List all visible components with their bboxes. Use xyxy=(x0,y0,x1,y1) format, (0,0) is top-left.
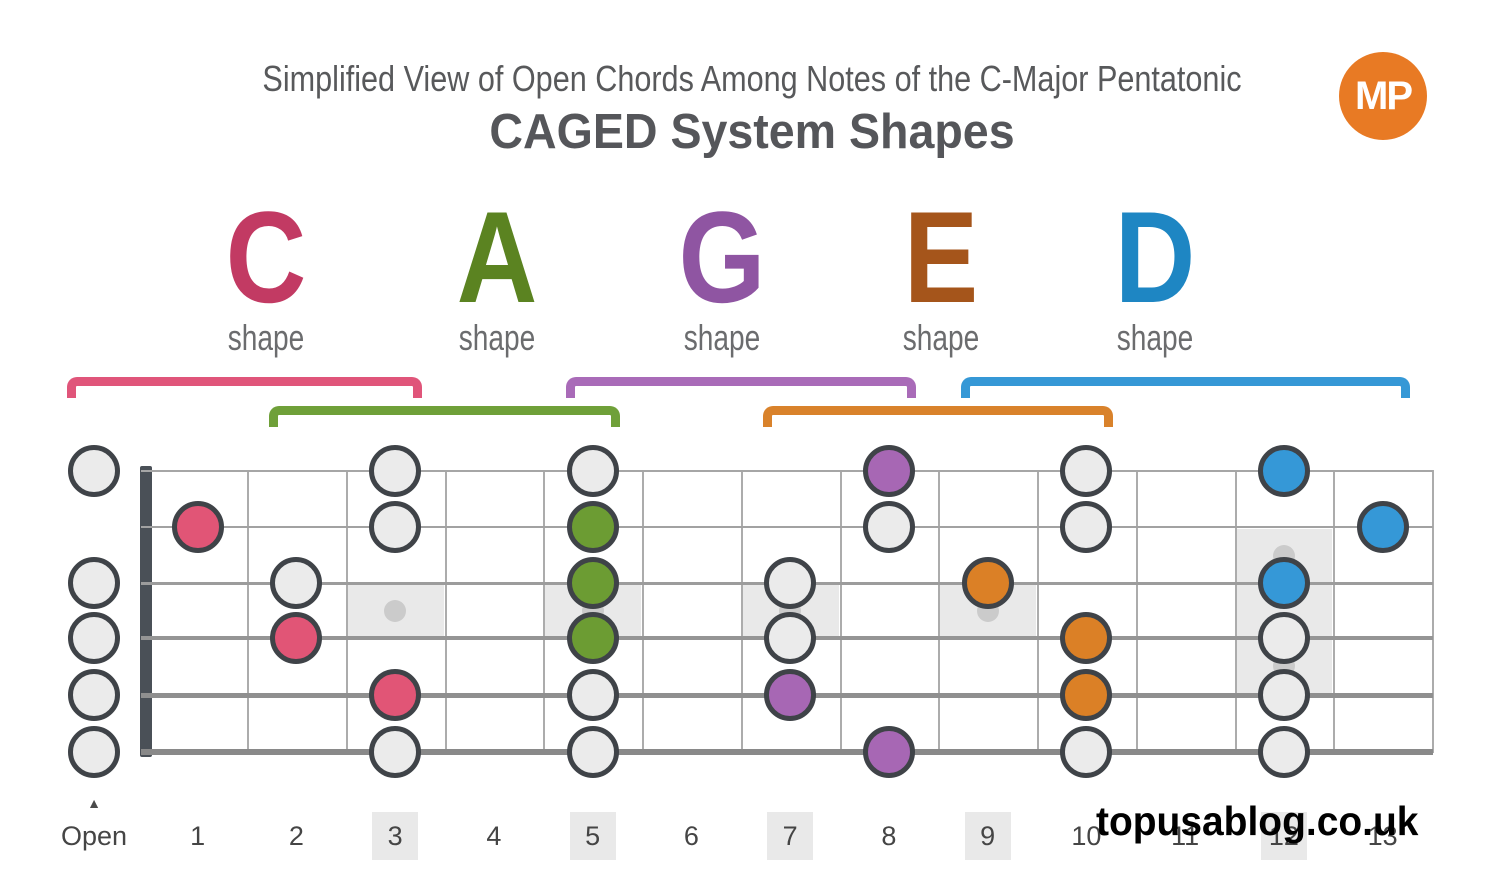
note-dot-fret5-string6 xyxy=(566,726,619,778)
fret-wire-9 xyxy=(1037,470,1039,753)
note-dot-fret10-string1 xyxy=(1060,445,1113,497)
note-dot-fret7-string3 xyxy=(764,557,817,609)
note-dot-fret7-string4 xyxy=(764,612,817,664)
note-dot-fret12-string4 xyxy=(1257,612,1310,664)
fret-5-label-highlight xyxy=(569,812,616,860)
shape-letter-d: D xyxy=(1114,184,1196,330)
fret-label-7: 7 xyxy=(782,821,798,851)
string-6 xyxy=(141,749,1433,755)
note-dot-fret7-string5 xyxy=(764,669,817,721)
fret-label-open: Open xyxy=(60,821,128,851)
fret-wire-11 xyxy=(1234,470,1237,753)
shape-letter-e: E xyxy=(903,184,979,330)
fret-9-label-highlight xyxy=(964,812,1011,860)
note-dot-open-string6 xyxy=(68,726,120,778)
fret-label-2: 2 xyxy=(288,821,304,851)
note-dot-fret12-string5 xyxy=(1257,669,1310,721)
note-dot-fret2-string4 xyxy=(270,612,323,664)
shape-label-e: shape xyxy=(902,317,980,358)
note-dot-fret10-string2 xyxy=(1060,501,1113,553)
fret-label-9: 9 xyxy=(980,821,996,851)
note-dot-fret10-string6 xyxy=(1060,726,1113,778)
fret-label-6: 6 xyxy=(683,821,699,851)
fret-label-3: 3 xyxy=(387,821,403,851)
nut xyxy=(140,466,152,757)
note-dot-fret12-string6 xyxy=(1257,726,1310,778)
mp-logo-text: MP xyxy=(1355,73,1413,118)
fret-label-10: 10 xyxy=(1071,821,1102,851)
bracket-g-shape xyxy=(565,377,916,398)
bracket-d-shape xyxy=(960,377,1410,398)
bracket-e-shape xyxy=(763,406,1114,427)
note-dot-fret3-string5 xyxy=(369,669,422,721)
note-dot-fret3-string2 xyxy=(369,501,422,553)
fret-label-1: 1 xyxy=(190,821,206,851)
fret-wire-8 xyxy=(938,470,941,753)
note-dot-open-string1 xyxy=(68,445,120,497)
note-dot-fret5-string4 xyxy=(566,612,619,664)
string-2 xyxy=(141,526,1433,528)
shape-label-d: shape xyxy=(1116,317,1194,358)
fret-label-5: 5 xyxy=(585,821,601,851)
note-dot-fret5-string5 xyxy=(566,669,619,721)
note-dot-fret3-string6 xyxy=(369,726,422,778)
watermark-text: topusablog.co.uk xyxy=(1096,798,1419,844)
page-title: Simplified View of Open Chords Among Not… xyxy=(262,58,1242,99)
note-dot-fret5-string2 xyxy=(566,501,619,553)
shape-letter-g: G xyxy=(678,184,766,330)
fret-label-4: 4 xyxy=(486,821,502,851)
fret-wire-12 xyxy=(1333,470,1336,753)
note-dot-fret5-string3 xyxy=(566,557,619,609)
shape-letter-c: C xyxy=(225,184,307,330)
fret-label-12: 12 xyxy=(1268,821,1299,851)
note-dot-open-string5 xyxy=(68,669,120,721)
note-dot-fret13-string2 xyxy=(1356,501,1409,553)
note-dot-fret2-string3 xyxy=(270,557,323,609)
open-marker-triangle: ▲ xyxy=(87,795,101,811)
note-dot-fret5-string1 xyxy=(566,445,619,497)
note-dot-fret1-string2 xyxy=(171,501,224,553)
shape-letter-a: A xyxy=(456,184,538,330)
fret-label-13: 13 xyxy=(1367,821,1398,851)
fret-wire-1 xyxy=(247,470,249,753)
page-subtitle: CAGED System Shapes xyxy=(489,105,1015,159)
shape-label-a: shape xyxy=(458,317,536,358)
fret-wire-5 xyxy=(642,470,644,753)
fret-3-label-highlight xyxy=(372,812,419,860)
fret-wire-10 xyxy=(1135,470,1138,753)
note-dot-fret8-string2 xyxy=(862,501,915,553)
note-dot-fret10-string5 xyxy=(1060,669,1113,721)
note-dot-fret10-string4 xyxy=(1060,612,1113,664)
note-dot-fret12-string3 xyxy=(1257,557,1310,609)
mp-logo: MP xyxy=(1339,52,1427,140)
note-dot-fret3-string1 xyxy=(369,445,422,497)
fret-3-inlay-dot xyxy=(384,600,407,622)
shape-label-c: shape xyxy=(227,317,305,358)
note-dot-fret12-string1 xyxy=(1257,445,1310,497)
fret-7-label-highlight xyxy=(767,812,814,860)
fret-12-label-highlight xyxy=(1260,812,1307,860)
note-dot-fret9-string3 xyxy=(961,557,1014,609)
fret-wire-2 xyxy=(345,470,348,753)
shape-label-g: shape xyxy=(683,317,761,358)
fret-label-11: 11 xyxy=(1171,821,1200,851)
bracket-c-shape xyxy=(67,377,423,398)
bracket-a-shape xyxy=(269,406,620,427)
fret-wire-4 xyxy=(543,470,546,753)
fret-label-8: 8 xyxy=(881,821,897,851)
note-dot-fret8-string6 xyxy=(862,726,915,778)
note-dot-open-string4 xyxy=(68,612,120,664)
fret-wire-7 xyxy=(839,470,842,753)
fret-wire-13 xyxy=(1432,470,1434,753)
string-1 xyxy=(141,470,1433,472)
note-dot-open-string3 xyxy=(68,557,120,609)
fret-wire-3 xyxy=(444,470,447,753)
fret-wire-6 xyxy=(740,470,743,753)
note-dot-fret8-string1 xyxy=(862,445,915,497)
